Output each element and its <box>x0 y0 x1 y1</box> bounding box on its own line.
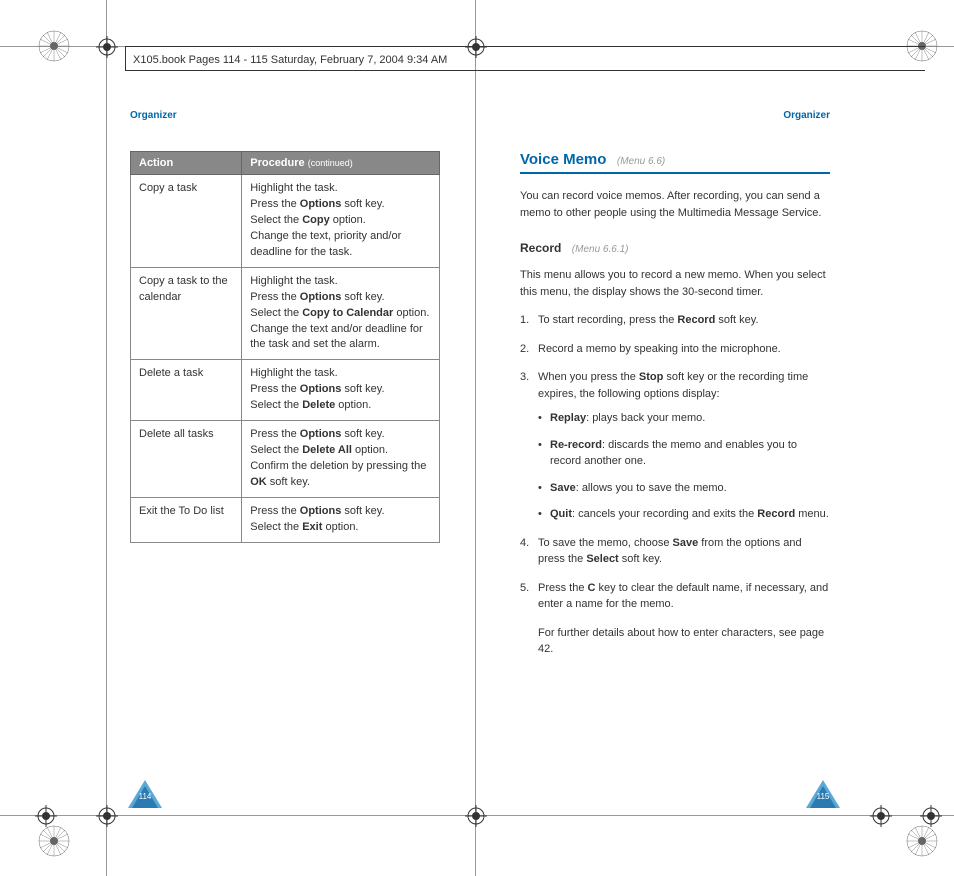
procedure-table: Action Procedure (continued) Copy a task… <box>130 151 440 543</box>
subtitle-row: Record (Menu 6.6.1) <box>520 239 830 257</box>
list-item: Quit: cancels your recording and exits t… <box>538 506 830 523</box>
list-item: 2.Record a memo by speaking into the mic… <box>520 341 830 358</box>
wheel-icon <box>38 30 70 62</box>
cell-procedure: Press the Options soft key.Select the Ex… <box>242 497 440 542</box>
header-rule <box>125 46 925 47</box>
cell-action: Exit the To Do list <box>131 497 242 542</box>
cell-procedure: Press the Options soft key.Select the De… <box>242 421 440 498</box>
wheel-icon <box>38 825 70 857</box>
cell-action: Delete all tasks <box>131 421 242 498</box>
crop-line <box>106 0 107 876</box>
regmark-icon <box>870 805 892 827</box>
regmark-icon <box>920 805 942 827</box>
intro-text: You can record voice memos. After record… <box>520 188 830 221</box>
table-row: Delete a task Highlight the task.Press t… <box>131 360 440 421</box>
cell-procedure: Highlight the task.Press the Options sof… <box>242 267 440 360</box>
page-title: Voice Memo <box>520 151 606 168</box>
regmark-icon <box>465 36 487 58</box>
list-item: 3.When you press the Stop soft key or th… <box>520 369 830 523</box>
cell-procedure: Highlight the task.Press the Options sof… <box>242 175 440 268</box>
menu-ref: (Menu 6.6) <box>617 156 665 167</box>
section-label: Organizer <box>130 110 440 121</box>
regmark-icon <box>465 805 487 827</box>
cell-action: Delete a task <box>131 360 242 421</box>
wheel-icon <box>906 825 938 857</box>
cell-action: Copy a task to the calendar <box>131 267 242 360</box>
cell-action: Copy a task <box>131 175 242 268</box>
table-row: Copy a task to the calendar Highlight th… <box>131 267 440 360</box>
list-item: 1.To start recording, press the Record s… <box>520 312 830 329</box>
list-item: Re-record: discards the memo and enables… <box>538 437 830 470</box>
crop-line <box>475 0 476 876</box>
body-text: This menu allows you to record a new mem… <box>520 267 830 300</box>
table-row: Exit the To Do list Press the Options so… <box>131 497 440 542</box>
header-rule <box>125 70 925 71</box>
th-action: Action <box>131 152 242 175</box>
page-number: 114 <box>128 780 162 808</box>
list-item: Replay: plays back your memo. <box>538 410 830 427</box>
table-row: Delete all tasks Press the Options soft … <box>131 421 440 498</box>
title-row: Voice Memo (Menu 6.6) <box>520 151 830 174</box>
header-rule <box>125 46 126 70</box>
regmark-icon <box>96 805 118 827</box>
regmark-icon <box>35 805 57 827</box>
page-right: Organizer Voice Memo (Menu 6.6) You can … <box>520 110 830 670</box>
body-text: For further details about how to enter c… <box>538 625 830 658</box>
regmark-icon <box>96 36 118 58</box>
list-item: 4.To save the memo, choose Save from the… <box>520 535 830 568</box>
table-row: Copy a task Highlight the task.Press the… <box>131 175 440 268</box>
bullet-list: Replay: plays back your memo. Re-record:… <box>538 410 830 523</box>
cell-procedure: Highlight the task.Press the Options sof… <box>242 360 440 421</box>
list-item: 5.Press the C key to clear the default n… <box>520 580 830 658</box>
page-left: Organizer Action Procedure (continued) C… <box>130 110 440 543</box>
th-procedure: Procedure (continued) <box>242 152 440 175</box>
subtitle: Record <box>520 241 561 255</box>
list-item: Save: allows you to save the memo. <box>538 480 830 497</box>
doc-header: X105.book Pages 114 - 115 Saturday, Febr… <box>133 54 447 66</box>
page-number: 115 <box>806 780 840 808</box>
step-list: 1.To start recording, press the Record s… <box>520 312 830 658</box>
menu-ref: (Menu 6.6.1) <box>572 244 629 255</box>
section-label: Organizer <box>520 110 830 121</box>
